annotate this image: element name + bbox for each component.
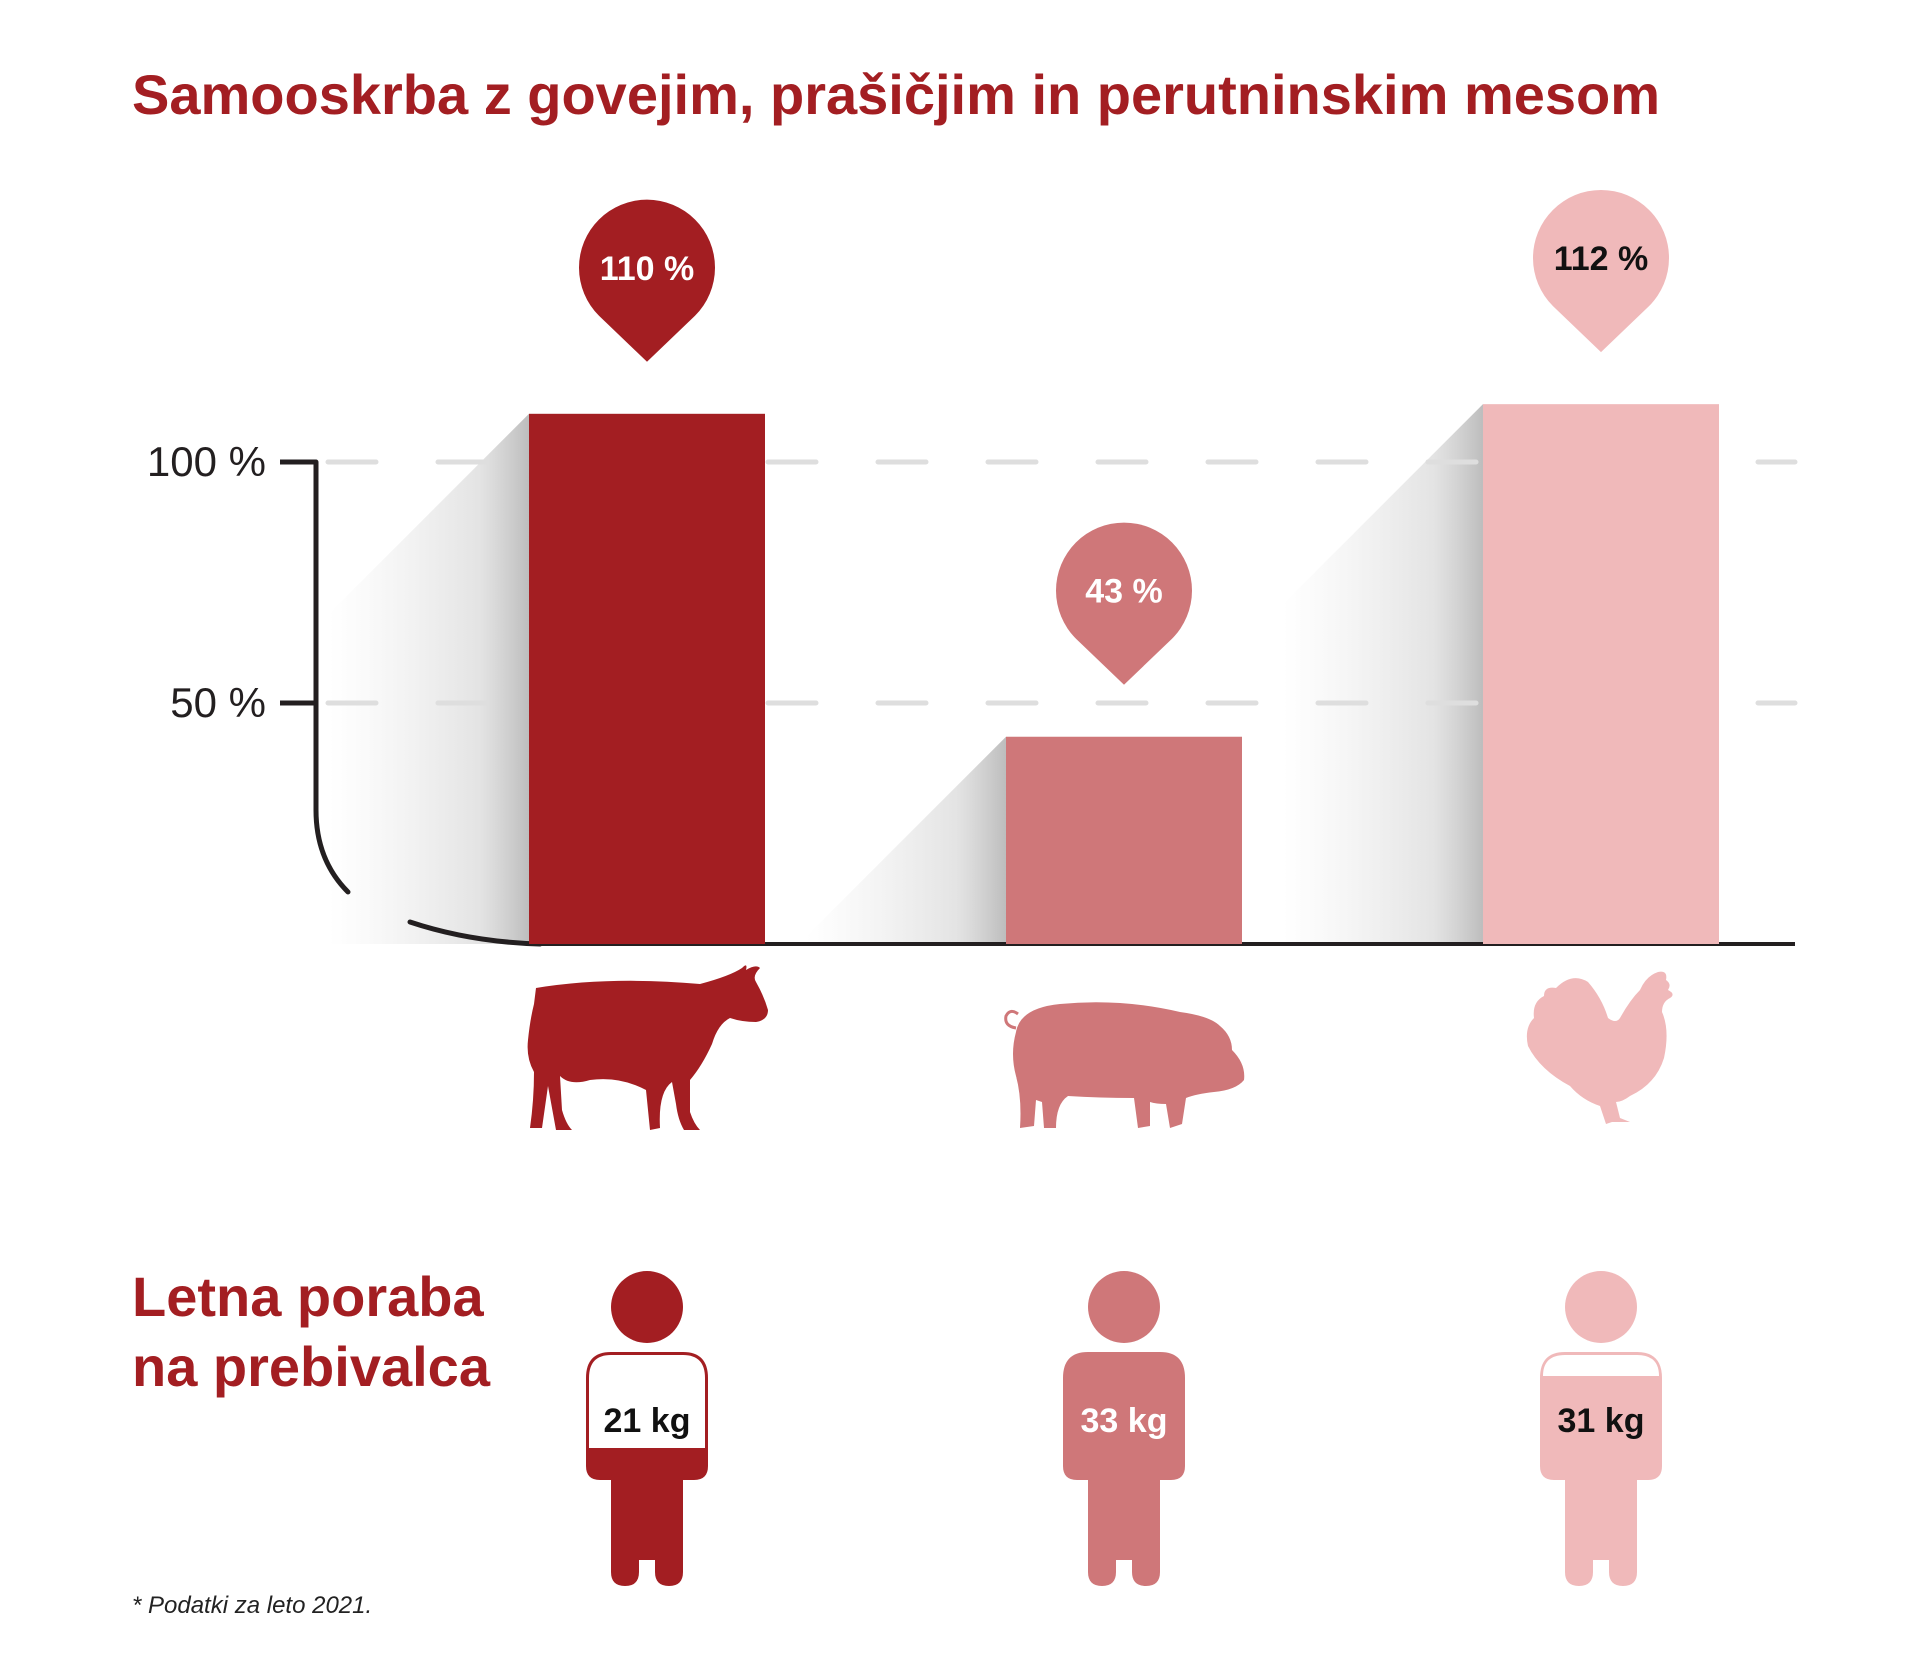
bar-1 [529,413,765,944]
bar-shadows [329,404,1483,944]
consumption-label-line-1: Letna poraba [132,1265,484,1328]
person-3-fill-band [1543,1355,1659,1376]
y-ticks: 100 % 50 % [147,438,316,726]
consumption-label-line-2: na prebivalca [132,1335,490,1398]
y-tick-label-50: 50 % [170,679,266,726]
cow-icon [527,965,768,1130]
bar-3 [1483,404,1719,944]
consumption-value-1: 21 kg [604,1402,691,1440]
person-3-body [1540,1352,1662,1586]
annual-consumption-label: Letna poraba na prebivalca [132,1262,490,1402]
value-pin-2 [1055,522,1192,685]
value-label-3: 112 % [1554,240,1649,278]
value-pin-3 [1532,189,1669,353]
bar-shadow-2 [806,736,1006,944]
y-axis-line [313,459,351,895]
person-1-fill-band [589,1355,705,1448]
value-pin-1 [578,199,715,362]
x-axis-curve [407,919,543,947]
person-figure-3 [1540,1271,1662,1586]
person-3-head [1565,1271,1637,1343]
bar-shadow-1 [329,413,529,944]
y-tick-label-100: 100 % [147,438,266,485]
bar-shadow-3 [1283,404,1483,944]
bars [529,404,1719,944]
value-label-1: 110 % [600,250,695,288]
pig-icon [1004,1002,1245,1128]
person-2-head [1088,1271,1160,1343]
chart-title: Samooskrba z govejim, prašičjim in perut… [132,63,1661,126]
person-figure-1 [586,1271,708,1586]
footnote: * Podatki za leto 2021. [132,1592,373,1619]
person-1-head [611,1271,683,1343]
value-pins: 110 % 43 % 112 % [578,189,1669,685]
consumption-value-3: 31 kg [1558,1402,1645,1440]
person-figure-2 [1063,1271,1185,1586]
value-label-2: 43 % [1085,573,1163,611]
bar-2 [1006,736,1242,944]
chicken-icon [1526,971,1673,1124]
person-2-body [1063,1352,1185,1586]
consumption-value-2: 33 kg [1081,1402,1168,1440]
